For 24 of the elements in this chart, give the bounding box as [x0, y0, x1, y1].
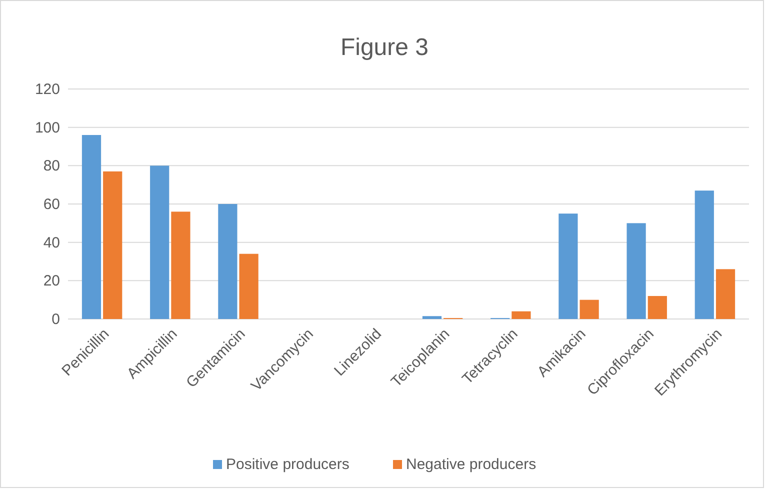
y-tick-label: 0 — [52, 311, 60, 328]
bar — [558, 214, 578, 319]
chart-title: Figure 3 — [340, 34, 429, 61]
bar — [694, 190, 714, 319]
legend-label: Negative producers — [406, 456, 536, 473]
bar — [580, 300, 599, 319]
y-tick-label: 120 — [34, 81, 60, 98]
y-tick-label: 80 — [43, 158, 60, 175]
bar — [150, 166, 170, 319]
bar — [239, 254, 258, 319]
y-tick-label: 40 — [43, 234, 60, 252]
bar — [103, 171, 122, 319]
bar — [626, 223, 646, 319]
y-tick-label: 60 — [43, 196, 60, 213]
bar — [218, 204, 238, 319]
bar — [648, 296, 667, 319]
bar — [512, 311, 531, 319]
legend-label: Positive producers — [226, 456, 350, 473]
bar — [716, 269, 736, 319]
y-tick-label: 100 — [34, 119, 60, 136]
bar — [171, 212, 190, 319]
bar — [82, 135, 102, 319]
y-tick-label: 20 — [43, 272, 60, 290]
bar — [422, 316, 442, 319]
